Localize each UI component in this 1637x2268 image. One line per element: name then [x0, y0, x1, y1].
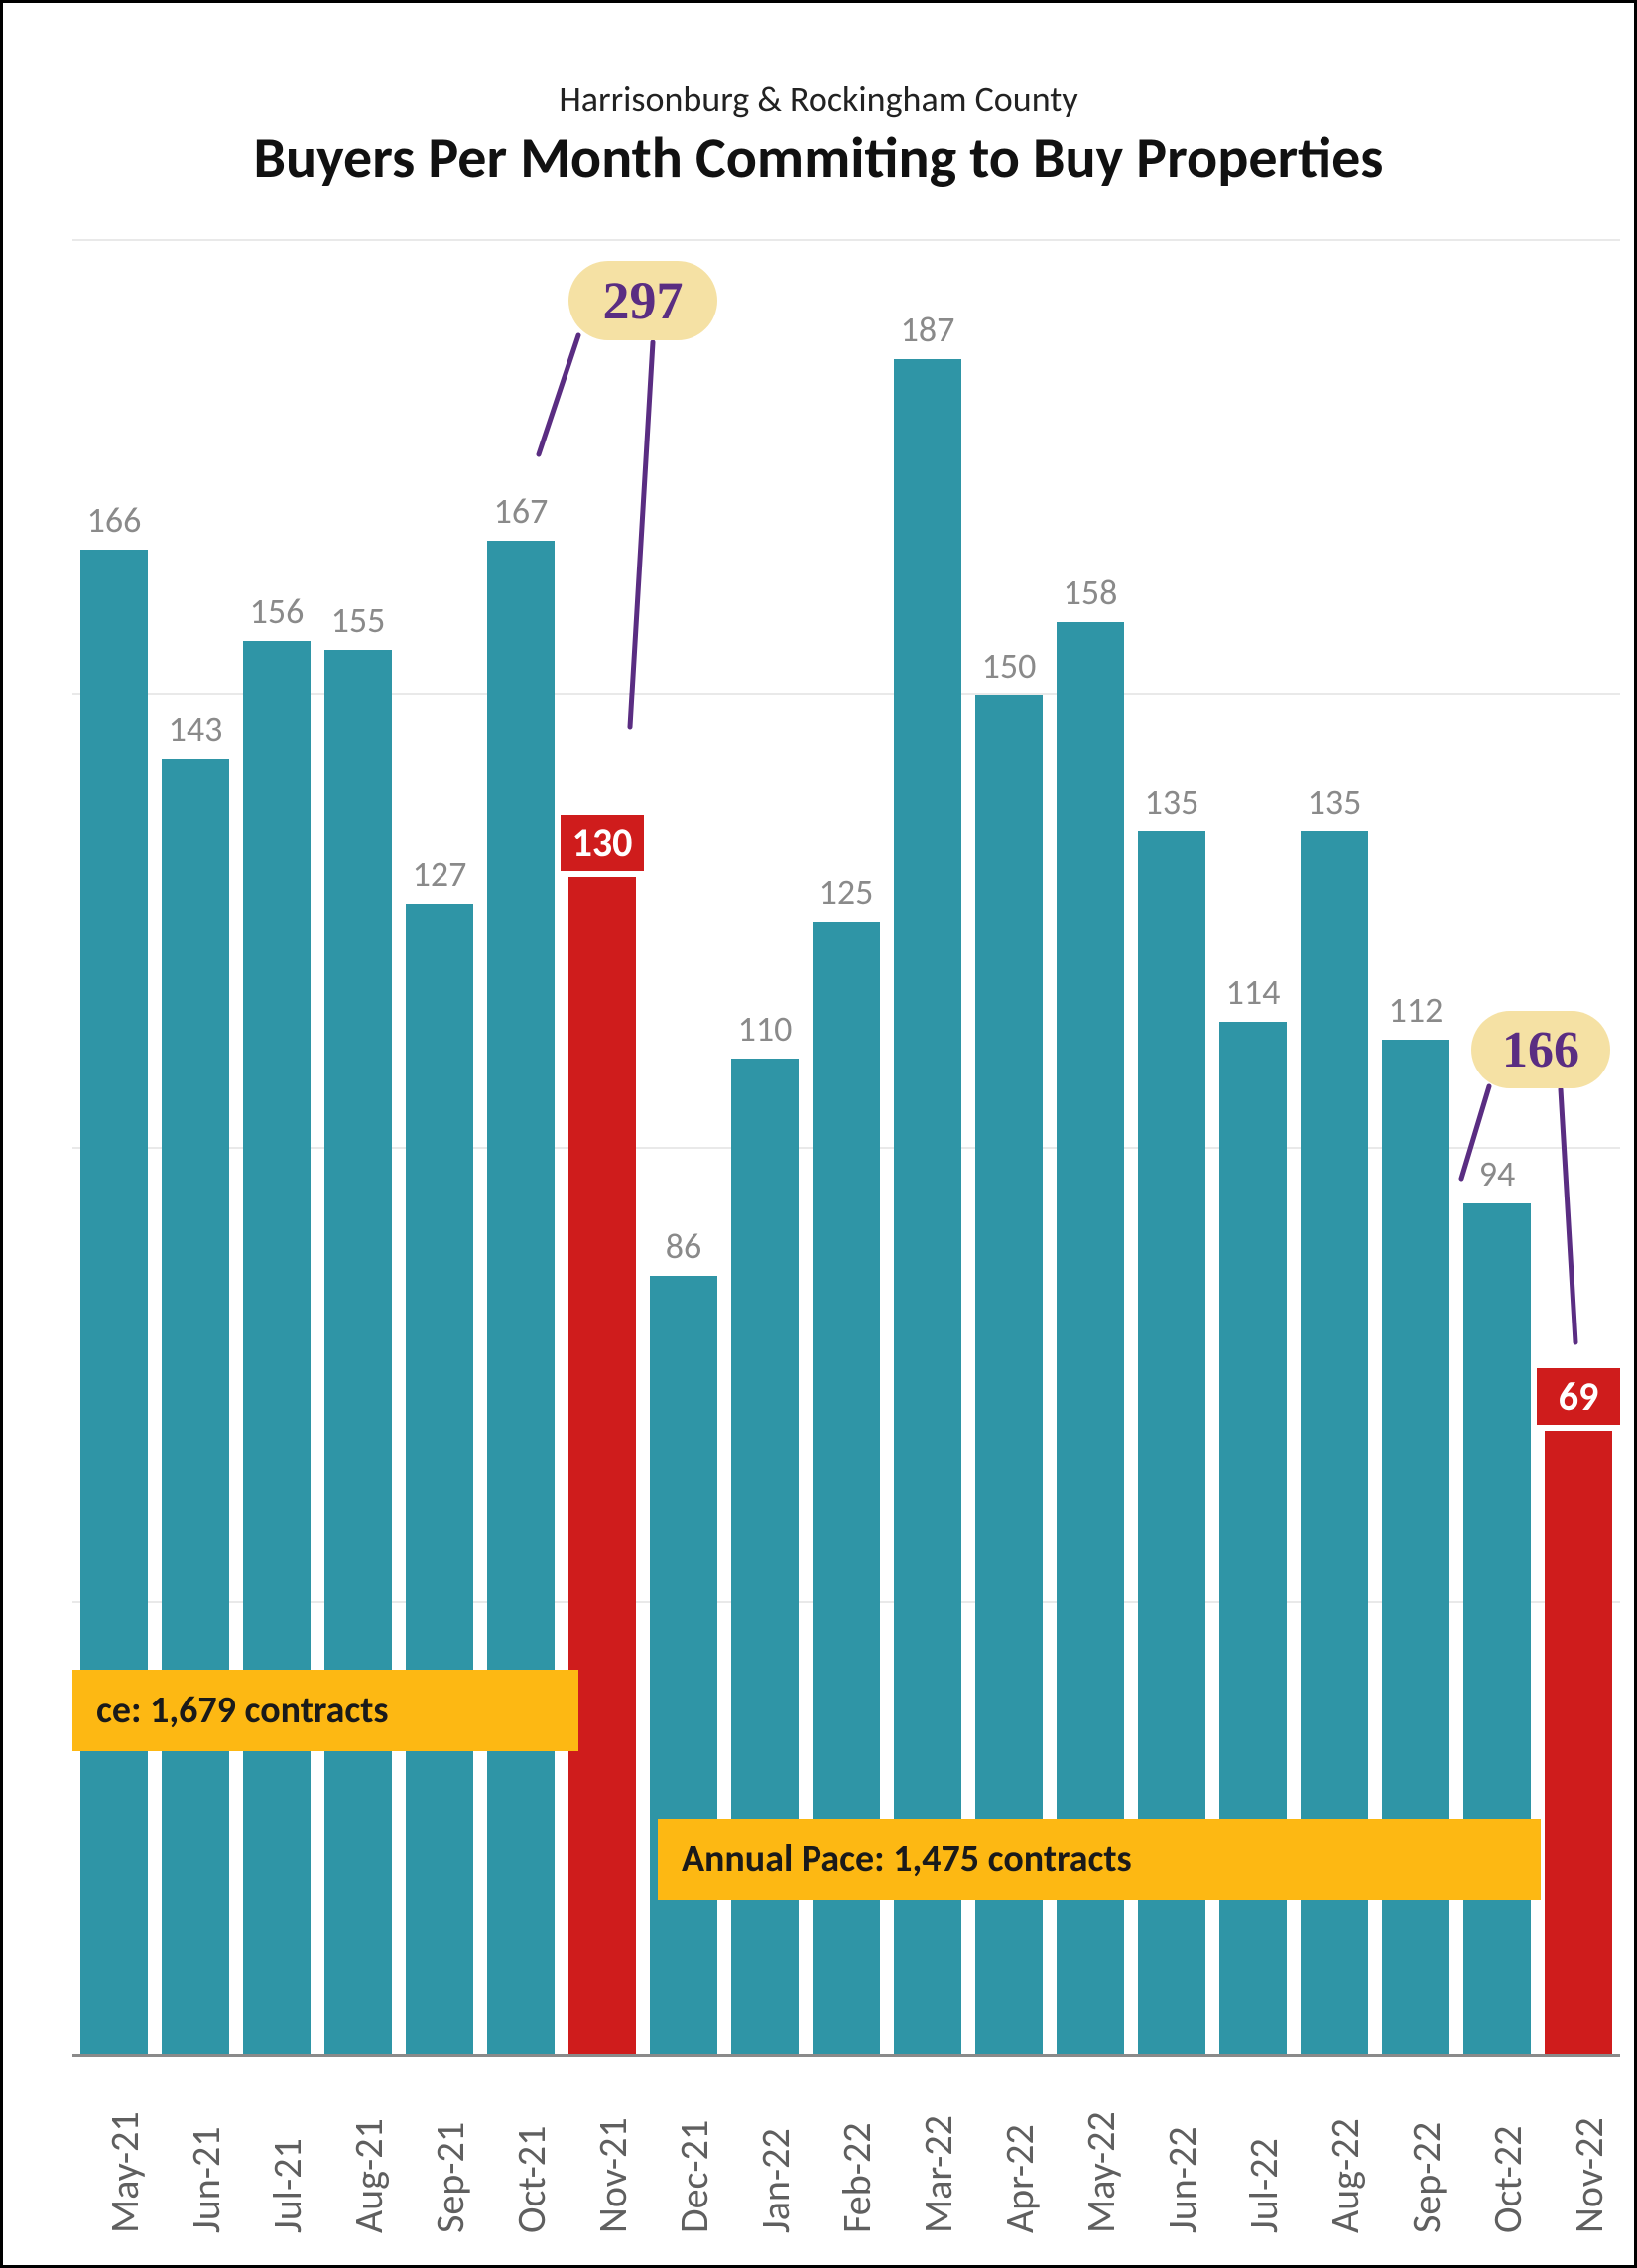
bar-value-label: 114: [1199, 970, 1307, 1014]
bar-value-label: 135: [1281, 780, 1388, 823]
x-axis-labels: May-21 Jun-21 Jul-21 Aug-21 Sep-21 Oct-21 Nov-…: [72, 2075, 1620, 2268]
bar-value-label: 158: [1037, 570, 1144, 614]
plot-area: 1661431561551271671308611012518715015813…: [72, 241, 1620, 2057]
bar: [731, 1059, 799, 2058]
bar-value-label: 86: [630, 1224, 737, 1268]
chart-title: Buyers Per Month Commiting to Buy Proper…: [3, 122, 1634, 192]
x-axis-label: Jan-22: [751, 2128, 800, 2233]
x-axis-label: Aug-22: [1321, 2118, 1369, 2233]
bar: [894, 359, 961, 2057]
chart-page: Harrisonburg & Rockingham County Buyers …: [0, 0, 1637, 2268]
bar-value-label: 150: [955, 644, 1063, 688]
bar-value-label: 110: [711, 1007, 818, 1051]
bar: [1545, 1431, 1612, 2057]
bars-layer: 1661431561551271671308611012518715015813…: [72, 241, 1620, 2057]
bar: [487, 541, 555, 2057]
x-axis-label: Sep-21: [426, 2122, 474, 2233]
x-axis-label: Mar-22: [914, 2115, 962, 2233]
x-axis-label: Apr-22: [995, 2124, 1044, 2233]
x-axis-label: Jun-22: [1158, 2126, 1206, 2233]
bar-value-label: 187: [874, 308, 981, 351]
x-axis-label: Oct-21: [507, 2126, 556, 2233]
x-axis-label: Nov-22: [1565, 2117, 1613, 2233]
x-axis-label: Aug-21: [344, 2118, 393, 2233]
x-axis-label: Feb-22: [832, 2122, 881, 2233]
bar: [1219, 1022, 1287, 2057]
bar: [162, 759, 229, 2057]
bar: [80, 550, 148, 2057]
x-axis-baseline: [72, 2054, 1620, 2057]
callout-bubble: 297: [568, 261, 717, 340]
x-axis-label: Nov-21: [588, 2117, 637, 2233]
bar: [243, 641, 311, 2057]
bar-value-label: 127: [386, 852, 493, 896]
bar-value-label: 155: [305, 598, 412, 642]
x-axis-label: Jun-21: [182, 2126, 230, 2233]
bar-value-label: 166: [61, 498, 168, 542]
x-axis-label: Jul-22: [1239, 2138, 1288, 2233]
annual-pace-box: Annual Pace: 1,475 contracts: [658, 1819, 1541, 1900]
bar: [324, 650, 392, 2057]
bar-value-label: 125: [793, 870, 900, 914]
x-axis-label: Jul-21: [263, 2138, 312, 2233]
x-axis-label: May-22: [1076, 2111, 1125, 2233]
chart-subtitle: Harrisonburg & Rockingham County: [3, 77, 1634, 121]
bar-value-label: 143: [142, 707, 249, 751]
bar: [406, 904, 473, 2057]
x-axis-label: Dec-21: [670, 2120, 718, 2233]
bar-value-label: 135: [1118, 780, 1225, 823]
callout-bubble: 166: [1471, 1011, 1610, 1088]
bar: [568, 877, 636, 2058]
x-axis-label: Sep-22: [1402, 2122, 1450, 2233]
bar: [1463, 1203, 1531, 2057]
bar-value-label: 167: [467, 489, 574, 533]
bar: [1382, 1040, 1449, 2057]
bar-value-label: 130: [561, 815, 644, 871]
bar-value-label: 112: [1362, 988, 1469, 1032]
bar-value-label: 69: [1537, 1368, 1620, 1425]
x-axis-label: May-21: [100, 2111, 149, 2233]
bar-value-label: 94: [1444, 1152, 1551, 1196]
x-axis-label: Oct-22: [1483, 2126, 1532, 2233]
annual-pace-box: ce: 1,679 contracts: [72, 1670, 578, 1751]
bar: [650, 1276, 717, 2057]
